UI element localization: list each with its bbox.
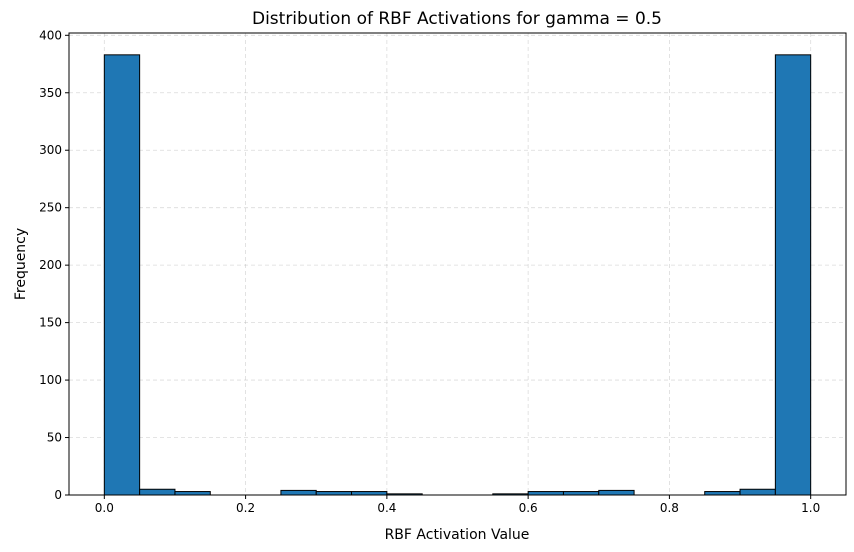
plot-frame xyxy=(68,32,847,496)
x-tick-label: 1.0 xyxy=(801,501,820,515)
y-tick-label: 250 xyxy=(39,201,62,215)
histogram-bar xyxy=(103,54,141,496)
histogram-bar xyxy=(351,491,388,496)
histogram-bar xyxy=(562,491,600,496)
x-tick-label: 0.0 xyxy=(95,501,114,515)
histogram-bar xyxy=(527,491,564,496)
y-tick-label: 400 xyxy=(39,28,62,42)
y-tick-label: 0 xyxy=(54,488,62,502)
histogram-bars xyxy=(103,54,812,496)
x-tick-label: 0.4 xyxy=(377,501,396,515)
histogram-bar xyxy=(139,488,176,496)
x-tick-label: 0.8 xyxy=(660,501,679,515)
histogram-bar xyxy=(598,489,635,496)
y-tick-label: 50 xyxy=(47,431,62,445)
x-axis-ticks: 0.0 0.2 0.4 0.6 0.8 1.0 xyxy=(95,495,820,515)
histogram-bar xyxy=(280,489,317,496)
x-tick-label: 0.6 xyxy=(519,501,538,515)
y-axis-label: Frequency xyxy=(13,228,29,300)
y-axis-ticks: 0 50 100 150 200 250 300 350 400 xyxy=(39,28,69,502)
chart-title: Distribution of RBF Activations for gamm… xyxy=(252,9,662,29)
y-tick-label: 150 xyxy=(39,316,62,330)
x-axis-label: RBF Activation Value xyxy=(385,527,530,543)
histogram-bar xyxy=(704,491,741,496)
histogram-bar xyxy=(174,491,211,496)
y-tick-label: 200 xyxy=(39,258,62,272)
histogram-bar xyxy=(739,488,776,496)
y-tick-label: 350 xyxy=(39,86,62,100)
x-tick-label: 0.2 xyxy=(236,501,255,515)
histogram-bar xyxy=(315,491,353,496)
histogram-bar xyxy=(774,54,812,496)
y-tick-label: 100 xyxy=(39,373,62,387)
y-tick-label: 300 xyxy=(39,143,62,157)
grid-lines xyxy=(69,33,846,496)
